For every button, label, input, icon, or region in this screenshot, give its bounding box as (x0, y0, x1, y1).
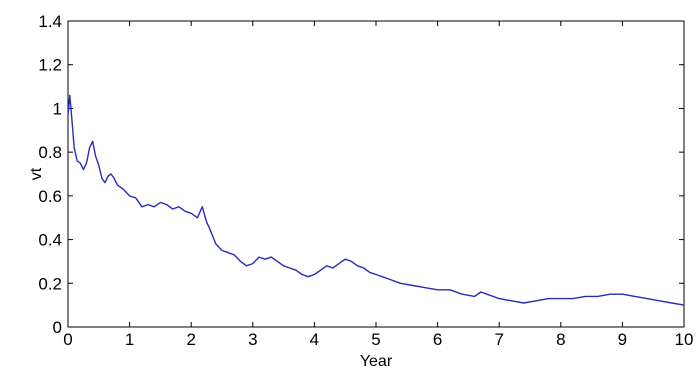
x-tick-label: 5 (371, 330, 380, 349)
y-axis-label: vt (28, 167, 45, 180)
plot-area (67, 20, 685, 328)
x-tick-label: 7 (494, 330, 503, 349)
y-tick-label: 1.2 (38, 56, 62, 75)
y-tick-label: 0 (53, 318, 62, 337)
x-tick-label: 1 (125, 330, 134, 349)
y-tick-label: 0.4 (38, 231, 62, 250)
x-tick-label: 9 (618, 330, 627, 349)
x-tick-label: 0 (63, 330, 72, 349)
y-tick-label: 0.8 (38, 143, 62, 162)
x-tick-label: 6 (433, 330, 442, 349)
x-tick-label: 3 (248, 330, 257, 349)
series-layer (67, 94, 685, 306)
x-tick-label: 4 (310, 330, 319, 349)
x-axis-label: Year (360, 353, 393, 369)
y-tick-label: 0.2 (38, 274, 62, 293)
y-tick-label: 1 (53, 99, 62, 118)
x-tick-label: 8 (556, 330, 565, 349)
y-tick-label: 1.4 (38, 12, 62, 31)
y-tick-label: 0.6 (38, 187, 62, 206)
x-tick-label: 10 (675, 330, 694, 349)
x-axis-ticks: 0 1 2 3 4 5 6 7 8 9 10 (63, 21, 693, 349)
y-axis-ticks: 0 0.2 0.4 0.6 0.8 1 1.2 1.4 (38, 12, 684, 337)
x-tick-label: 2 (186, 330, 195, 349)
series-line (67, 94, 685, 306)
